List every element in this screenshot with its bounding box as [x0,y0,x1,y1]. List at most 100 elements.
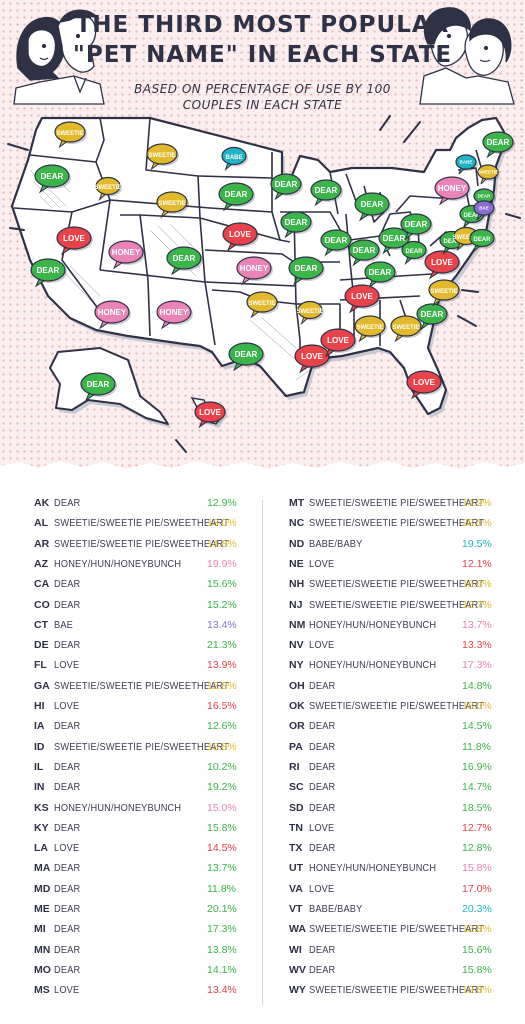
state-abbreviation: LA [34,842,48,855]
bubble-ak: DEAR [80,372,117,402]
table-row: SD DEAR 18.5% [0,798,525,818]
bubble-label: DEAR [173,254,196,263]
percentage-value: 12.6% [207,720,237,733]
percentage-value: 13.0% [207,517,237,530]
bubble-ri: DEAR [469,228,496,254]
bubble-label: DEAR [405,249,423,255]
state-abbreviation: VA [289,882,303,895]
percentage-value: 15.8% [207,821,237,834]
bubble-va: LOVE [424,250,461,280]
pet-name: DEAR [54,862,81,875]
bubble-mn: DEAR [270,173,303,201]
state-abbreviation: NJ [289,598,303,611]
state-abbreviation: CT [34,618,48,631]
table-row: NV LOVE 13.3% [0,635,525,655]
state-abbreviation: NM [289,618,306,631]
state-abbreviation: NE [289,557,304,570]
bubble-nh: SWEETIE [477,164,500,185]
pet-name: SWEETIE/SWEETIE PIE/SWEETHEART [54,679,230,692]
table-row: AZ HONEY/HUN/HONEYBUNCH 19.9% [0,554,525,574]
bubble-tx: DEAR [228,342,265,372]
bubble-label: SWEETIE [452,235,479,241]
bubble-hi: LOVE [194,401,227,429]
bubble-label: DEAR [41,172,64,181]
bubble-label: HONEY [240,264,269,273]
bubble-pa: DEAR [400,213,433,241]
bubble-tn: LOVE [344,284,381,314]
percentage-value: 11.8% [462,740,491,753]
pet-name: BABE/BABY [309,903,363,915]
bubble-nc: SWEETIE [428,279,461,307]
bubble-wv: DEAR [401,240,428,266]
table-row: WY SWEETIE/SWEETIE PIE/SWEETHEART 19.8% [0,980,525,1000]
bubble-oh: DEAR [378,227,411,255]
state-abbreviation: CA [34,578,50,591]
bubble-fill [58,228,90,248]
percentage-value: 20.3% [462,903,492,915]
pet-name: LOVE [309,882,335,895]
bubble-al: SWEETIE [354,315,387,343]
state-abbreviation: MO [34,963,51,976]
bubble-label: DEAR [285,218,308,227]
table-row: OR DEAR 14.5% [0,716,525,736]
bubble-fill [36,166,68,186]
percentage-value: 14.8% [462,679,492,692]
bubble-me: DEAR [482,131,515,159]
bubble-fill [196,403,224,421]
bubble-fill [82,374,114,394]
state-abbreviation: MS [34,984,50,997]
bubble-fill [392,317,420,335]
percentage-value: 13.7% [462,618,492,631]
pet-name: HONEY/HUN/HONEYBUNCH [309,862,437,875]
table-row: ME DEAR 20.1% [0,899,525,919]
percentage-value: 14.9% [462,497,492,509]
bubble-fill [380,229,408,247]
table-row: NE LOVE 12.1% [0,554,525,574]
pet-name: SWEETIE/SWEETIE PIE/SWEETHEART [54,537,230,550]
table-row: ID SWEETIE/SWEETIE PIE/SWEETHEART 15.8% [0,737,525,757]
percentage-value: 12.9% [207,497,237,509]
bubble-fill [356,194,388,214]
bubble-fill [322,330,354,350]
table-row: MI DEAR 17.3% [0,919,525,939]
bubble-ms: LOVE [320,328,357,358]
state-abbreviation: OK [289,700,305,712]
state-abbreviation: MI [34,923,46,936]
bubble-ky: DEAR [364,261,397,289]
pet-name: LOVE [54,659,80,672]
table-row: MS LOVE 13.4% [0,980,525,1000]
state-abbreviation: AZ [34,557,48,570]
map-hero: SWEETIE DEAR SWEETIE SWEETIE SWEETIE BABE DEAR… [0,0,525,478]
table-row: NJ SWEETIE/SWEETIE PIE/SWEETHEART 12.7% [0,595,525,615]
bubble-id: SWEETIE [94,176,122,202]
percentage-value: 16.9% [462,760,492,773]
bubble-or: DEAR [34,164,71,194]
table-row: RI DEAR 16.9% [0,757,525,777]
bubble-fill [312,181,340,199]
bubble-fill [356,317,384,335]
table-row: KY DEAR 15.8% [0,818,525,838]
pet-name: DEAR [309,842,336,855]
pet-name: DEAR [309,781,336,794]
state-abbreviation: SD [289,801,304,814]
pet-name: SWEETIE/SWEETIE PIE/SWEETHEART [54,740,230,753]
state-abbreviation: SC [289,781,304,794]
percentage-value: 12.8% [207,679,237,692]
pet-name: LOVE [54,984,80,997]
table-row: FL LOVE 13.9% [0,655,525,675]
bubble-ia: DEAR [280,211,313,239]
state-abbreviation: NH [289,578,305,591]
table-row: VA LOVE 17.0% [0,879,525,899]
percentage-value: 15.2% [207,598,237,611]
pet-name: DEAR [54,821,81,834]
pet-name: HONEY/HUN/HONEYBUNCH [309,659,437,672]
pet-name: DEAR [309,943,336,956]
state-abbreviation: KS [34,801,49,814]
pet-name: DEAR [54,598,81,611]
pet-name: HONEY/HUN/HONEYBUNCH [309,618,437,631]
state-abbreviation: IL [34,760,44,773]
bubble-fill [168,248,200,268]
bubble-label: LOVE [431,258,453,267]
bubble-ut: HONEY [108,240,145,270]
state-abbreviation: HI [34,700,45,712]
